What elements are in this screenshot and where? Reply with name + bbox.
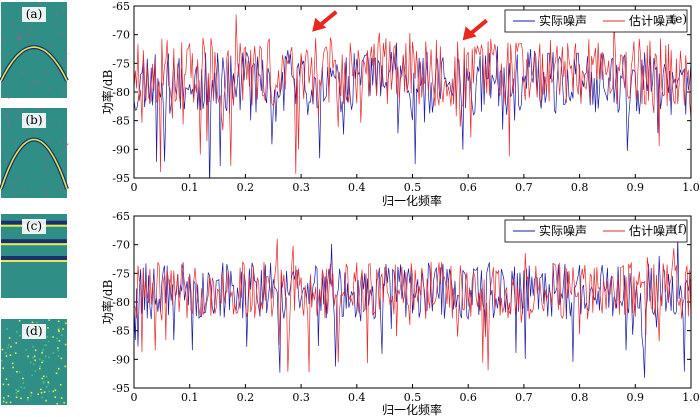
xtick-label: 0.8 <box>571 391 589 404</box>
ytick-label: -95 <box>112 382 130 395</box>
chart-panel-e: 功率/dB 归一化频率 0 0.1 0.2 0.3 0.4 0.5 0.6 0.7 0.8 0.9… <box>100 0 700 208</box>
xtick-label: 0.9 <box>627 391 645 404</box>
xtick-label: 0.1 <box>181 181 199 194</box>
legend-label: 实际噪声 <box>539 13 587 28</box>
xlabel-f: 归一化频率 <box>382 402 442 417</box>
annotations-e <box>312 10 488 41</box>
ytick-label: -90 <box>112 353 130 366</box>
legend-box <box>504 219 688 243</box>
xtick-label: 0.9 <box>627 181 645 194</box>
legend-box <box>504 9 688 33</box>
chart-panel-f: 功率/dB 归一化频率 0 0.1 0.2 0.3 0.4 0.5 0.6 0.7 0.8 0.9… <box>100 210 700 417</box>
thumbnail-label-b: (b) <box>25 113 42 127</box>
xtick-label: 0.7 <box>515 391 533 404</box>
annotation-arrow-head <box>312 17 327 32</box>
legend-label: 估计噪声 <box>629 14 677 28</box>
series-line-actual <box>134 236 691 378</box>
thumbnail-label-a: (a) <box>26 7 43 21</box>
panel-label-e: (e) <box>671 12 687 26</box>
annotation-arrow-head <box>462 26 477 41</box>
ytick-label: -80 <box>112 296 130 309</box>
series-line-actual <box>134 42 691 178</box>
thumbnail-d: (d) <box>1 319 67 405</box>
xtick-label: 0 <box>131 181 138 194</box>
ytick-label: -85 <box>112 325 130 338</box>
xtick-label: 0.1 <box>181 391 199 404</box>
xtick-label: 1.0 <box>682 391 700 404</box>
ytick-label: -85 <box>112 115 130 128</box>
ylabel-e: 功率/dB <box>100 70 115 115</box>
xtick-label: 0.6 <box>459 391 477 404</box>
series-lines-f <box>134 236 691 378</box>
series-line-estimated <box>134 238 691 373</box>
xtick-label: 0.2 <box>237 181 255 194</box>
ytick-label: -75 <box>112 267 130 280</box>
legend-label: 实际噪声 <box>539 223 587 238</box>
thumbnail-label-c: (c) <box>26 219 42 233</box>
annotation-arrow-shaft <box>468 18 488 36</box>
panel-label-f: (f) <box>673 222 687 236</box>
legend-label: 估计噪声 <box>629 224 677 238</box>
xtick-label: 1.0 <box>682 181 700 194</box>
ytick-label: -80 <box>112 86 130 99</box>
thumbnail-b: (b) <box>0 108 69 198</box>
ytick-label: -75 <box>112 57 130 70</box>
legend-e: 实际噪声 估计噪声(e) <box>504 9 688 33</box>
xtick-label: 0.8 <box>571 181 589 194</box>
ytick-label: -65 <box>112 0 130 13</box>
thumbnail-label-d: (d) <box>25 324 42 338</box>
xtick-label: 0.5 <box>404 391 422 404</box>
ylabel-f: 功率/dB <box>100 280 115 325</box>
xtick-label: 0 <box>131 391 138 404</box>
thumbnail-column: (a) (b) (c) (d) <box>0 2 69 405</box>
annotation-arrow-shaft <box>317 10 338 28</box>
series-line-estimated <box>134 14 691 174</box>
xtick-label: 0.3 <box>292 391 310 404</box>
series-lines-e <box>134 14 691 178</box>
xtick-label: 0.6 <box>459 181 477 194</box>
ytick-label: -90 <box>112 143 130 156</box>
xtick-label: 0.2 <box>237 391 255 404</box>
thumbnail-c: (c) <box>1 214 67 298</box>
plot-frame-f <box>133 215 692 389</box>
ticks-e: 0 0.1 0.2 0.3 0.4 0.5 0.6 0.7 0.8 0.9 1.0 -65 -70 -75… <box>112 0 699 194</box>
ytick-label: -70 <box>112 239 130 252</box>
xtick-label: 0.3 <box>292 181 310 194</box>
xlabel-e: 归一化频率 <box>382 193 442 208</box>
ytick-label: -65 <box>112 210 130 223</box>
xtick-label: 0.4 <box>348 391 366 404</box>
plot-frame-e <box>133 5 692 179</box>
thumbnail-a: (a) <box>0 2 69 99</box>
ytick-label: -70 <box>112 29 130 42</box>
xtick-label: 0.4 <box>348 181 366 194</box>
legend-f: 实际噪声 估计噪声(f) <box>504 219 688 243</box>
xtick-label: 0.7 <box>515 181 533 194</box>
xtick-label: 0.5 <box>404 181 422 194</box>
ytick-label: -95 <box>112 172 130 185</box>
